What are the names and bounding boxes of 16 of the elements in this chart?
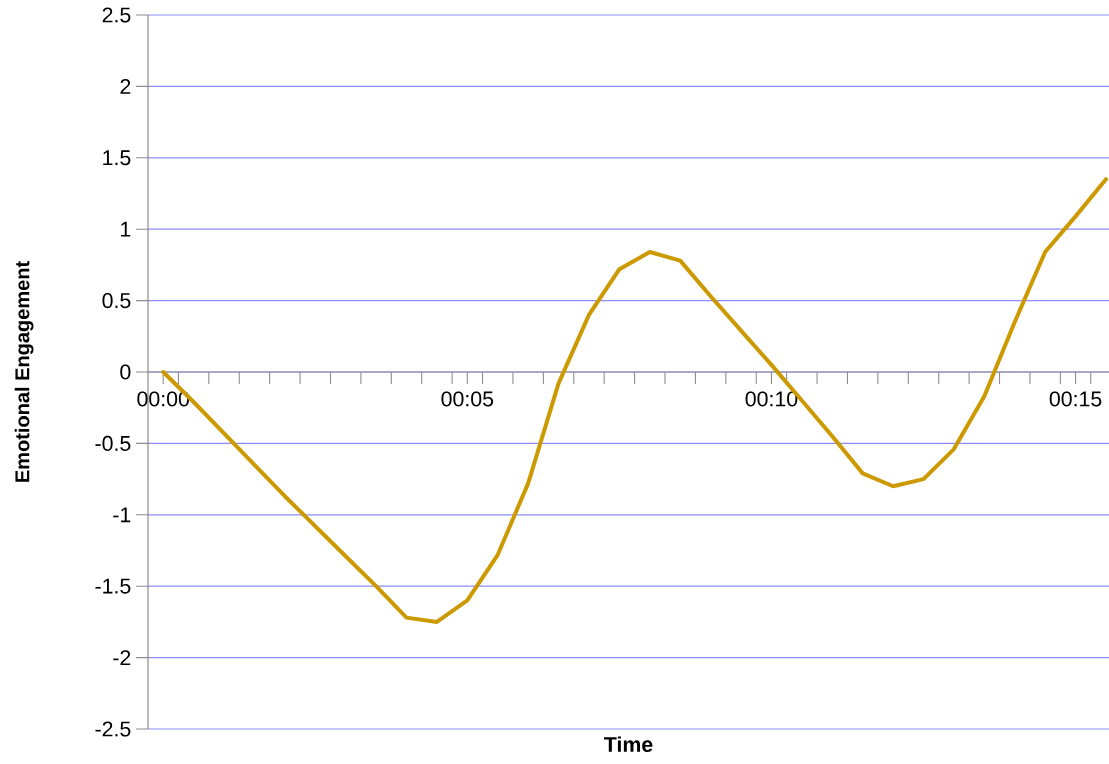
y-tick-label: -0.5 [95, 435, 131, 451]
y-tick-label: -1 [113, 507, 131, 523]
y-tick-label: -2 [113, 650, 131, 666]
y-axis-title: Emotional Engagement [14, 261, 34, 482]
x-tick-label: 00:15 [1049, 391, 1102, 407]
y-tick-label: -2.5 [95, 721, 131, 737]
x-tick-label: 00:10 [745, 391, 798, 407]
y-tick-label: 2.5 [102, 7, 131, 23]
y-tick-label: 1.5 [103, 150, 131, 166]
y-tick-label: -1.5 [95, 578, 131, 594]
y-tick-label: 0.5 [102, 293, 131, 309]
x-tick-label: 00:05 [441, 391, 494, 407]
y-tick-label: 2 [120, 78, 131, 94]
x-axis-title: Time [604, 736, 653, 753]
y-tick-label: 0 [120, 364, 131, 380]
y-tick-label: 1 [121, 221, 131, 237]
